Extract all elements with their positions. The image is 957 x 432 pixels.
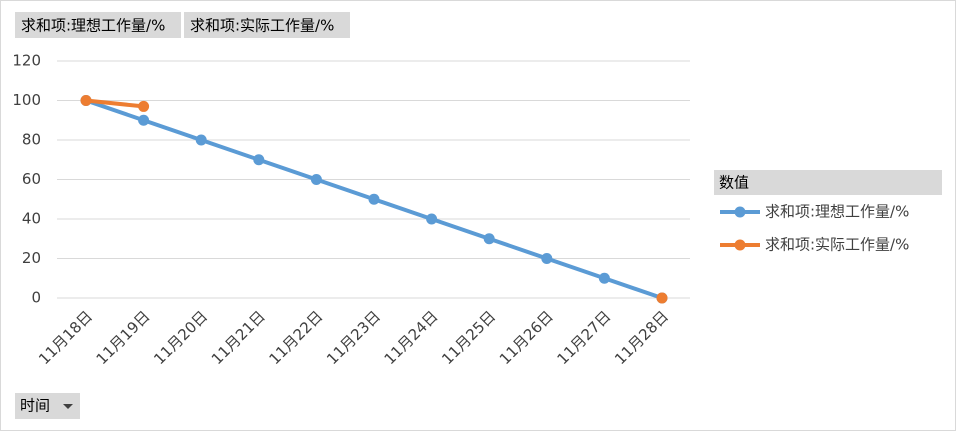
point: [541, 253, 553, 264]
y-tick-label: 40: [22, 210, 41, 228]
point: [138, 114, 150, 126]
field-button[interactable]: [184, 12, 350, 38]
y-tick-label: 120: [12, 52, 41, 70]
legend-title-box: [714, 170, 942, 195]
axis-field-button-label[interactable]: 时间: [20, 397, 50, 415]
point: [138, 100, 150, 112]
legend-label: 求和项:理想工作量/%: [765, 203, 909, 221]
point: [310, 174, 322, 185]
y-tick-label: 100: [12, 91, 41, 109]
field-button[interactable]: [15, 12, 181, 38]
point: [80, 95, 92, 106]
y-tick-label: 20: [22, 249, 41, 267]
series-line: [85, 98, 144, 109]
field-button-label[interactable]: 求和项:实际工作量/%: [190, 17, 334, 35]
point: [656, 292, 668, 304]
point: [368, 193, 380, 205]
legend-label: 求和项:实际工作量/%: [765, 236, 909, 254]
point: [253, 154, 265, 166]
point: [426, 213, 438, 225]
point: [195, 134, 207, 146]
legend-marker: [734, 239, 746, 251]
field-button-label[interactable]: 求和项:理想工作量/%: [21, 17, 165, 35]
y-tick-label: 60: [22, 170, 41, 188]
point: [598, 272, 610, 284]
dropdown-arrow[interactable]: [63, 404, 73, 409]
point: [483, 233, 495, 245]
legend-marker: [734, 206, 746, 218]
y-tick-label: 80: [22, 131, 41, 149]
y-tick-label: 0: [31, 289, 41, 307]
legend-title: 数值: [719, 174, 749, 192]
